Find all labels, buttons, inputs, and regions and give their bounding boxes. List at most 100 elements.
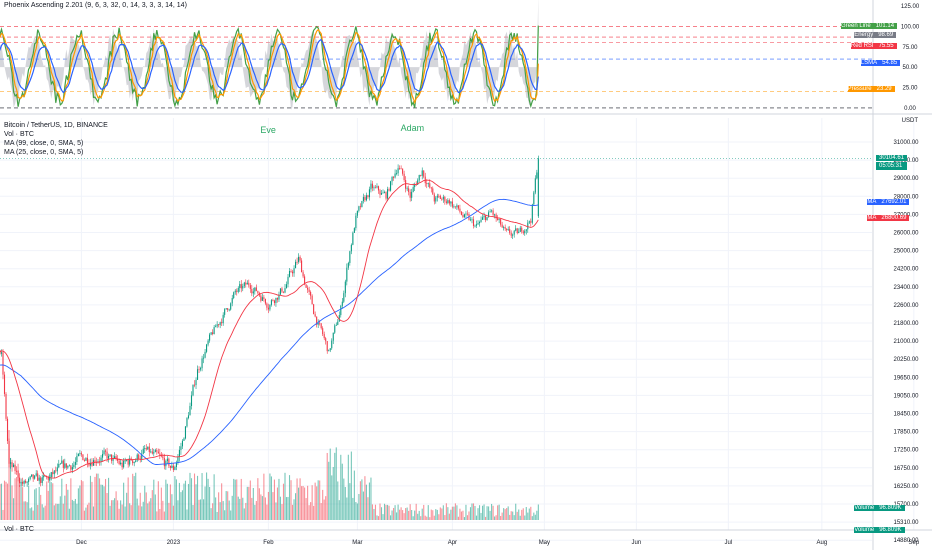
osc-tick-label: 25.00 [902,86,918,92]
volume-bar [133,476,135,520]
candle-body [439,195,441,199]
volume-bar [494,516,496,520]
candle-body [436,195,438,198]
volume-bar [444,515,446,520]
candle-body [296,261,298,263]
volume-bar [201,473,203,520]
volume-bar [148,501,150,520]
volume-bar [436,509,438,520]
candle-body [441,198,443,200]
candle-body [393,176,395,178]
volume-bar [305,498,307,520]
volume-bar [23,501,25,520]
volume-bar [154,494,156,520]
candle-body [148,446,150,453]
candle-body [298,256,300,262]
volume-bar [129,503,131,520]
price-tick-label: 31000.00 [893,140,919,146]
candle-body [317,322,319,325]
candle-body [22,481,24,484]
candle-body [486,217,488,221]
candle-body [397,168,399,174]
candle-body [305,284,307,288]
volume-bar [393,507,395,520]
volume-bar [219,502,221,520]
candle-body [124,460,126,462]
volume-bar [9,457,12,520]
currency-label: USDT [901,118,918,124]
volume-bar [377,516,380,520]
symbol-title[interactable]: Bitcoin / TetherUS, 1D, BINANCE [4,122,108,129]
volume-bar [245,502,247,520]
candle-body [141,453,143,460]
volume-bar [59,496,61,520]
candle-body [453,206,455,208]
volume-bar [445,503,447,520]
candle-body [198,369,200,371]
volume-bar [290,480,292,520]
volume-bar [432,510,434,520]
volume-bar [199,499,202,520]
volume-bar [46,481,48,520]
candle-body [47,476,49,480]
candle-body [55,470,57,472]
volume-bar [296,478,298,520]
volume-bar [239,498,241,520]
volume-bar [147,503,149,520]
candle-body [326,341,328,352]
volume-bar [233,478,235,520]
volume-bar [230,510,232,520]
osc-badge: Pressure 23.29 [846,85,897,93]
time-tick-label: Sep [908,540,919,546]
candle-body [288,271,291,277]
volume-bar [225,491,227,520]
candle-body [230,303,232,310]
volume-bar [521,509,523,520]
candle-body [20,481,22,484]
osc-tick-label: 50.00 [902,65,918,71]
volume-bar [270,476,272,520]
candle-body [43,475,45,478]
volume-bar [462,510,464,520]
candle-body [85,457,87,461]
volume-bar [367,497,369,520]
legend-volume[interactable]: Vol · BTC [4,131,34,138]
candle-body [368,189,370,198]
volume-bar [243,508,245,520]
candle-body [243,282,245,287]
volume-bar [251,497,253,520]
volume-bar [242,497,244,520]
volume-bar [100,484,102,520]
volume-bar [35,488,37,520]
volume-bar [156,511,158,520]
volume-bar [390,515,392,520]
volume-bar [65,483,67,520]
candle-body [132,460,134,464]
legend-ma25[interactable]: MA (25, close, 0, SMA, 5) [4,149,84,156]
candle-body [206,344,208,352]
candle-body [382,192,384,194]
indicator-title[interactable]: Phoenix Ascending 2.201 (9, 6, 3, 32, 0,… [4,2,187,9]
candle-body [117,458,119,461]
candle-body [210,332,212,335]
candle-body [227,308,229,310]
legend-ma99[interactable]: MA (99, close, 0, SMA, 5) [4,140,84,147]
candle-body [347,262,349,268]
volume-bar [76,503,78,520]
candle-body [279,288,282,295]
volume-bar [246,486,248,520]
candle-body [104,450,107,452]
volume-bar [183,483,185,520]
candle-body [489,211,491,213]
price-badge: MA 27692.01 [865,198,911,206]
volume-pane [0,430,539,520]
candle-body [322,328,324,335]
candle-body [174,466,176,470]
volume-bar [108,477,110,520]
candle-body [254,287,256,292]
osc-tick-label: 75.00 [902,45,918,51]
candle-body [522,231,524,234]
volume-bar [228,500,230,520]
